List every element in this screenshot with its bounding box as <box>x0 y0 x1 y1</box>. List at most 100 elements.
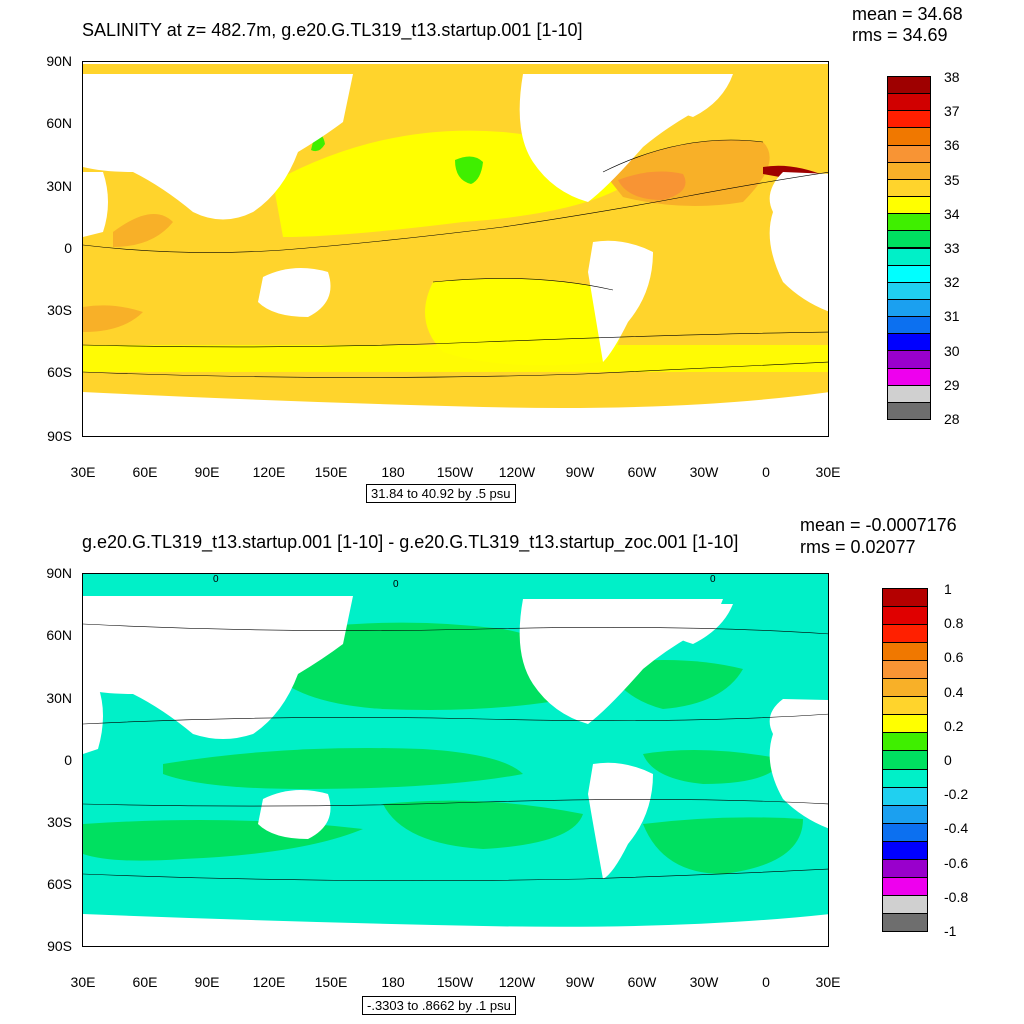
colorbar-tick-label: 38 <box>944 69 960 85</box>
colorbar-tick-label: 0 <box>944 752 952 768</box>
panel2-map-svg: 0 0 0 <box>83 574 828 946</box>
colorbar-swatch <box>882 768 928 788</box>
panel2-lat-label: 30N <box>46 690 72 706</box>
panel2-lon-label: 120W <box>498 974 536 990</box>
panel2-lon-label: 30E <box>70 974 96 990</box>
panel1-mean: mean = 34.68 <box>852 4 963 24</box>
colorbar-swatch <box>882 732 928 752</box>
panel1-lon-label: 180 <box>381 464 405 480</box>
colorbar-tick-label: 31 <box>944 308 960 325</box>
colorbar-swatch <box>882 840 928 860</box>
colorbar-swatch <box>882 912 928 932</box>
colorbar-swatch <box>882 804 928 824</box>
colorbar-swatch <box>887 281 931 300</box>
panel1-lon-label: 30W <box>689 464 719 480</box>
panel2-lon-label: 120E <box>252 974 286 990</box>
colorbar-swatch <box>887 127 931 146</box>
colorbar-tick-label: 36 <box>944 137 960 154</box>
colorbar-tick-label: 32 <box>944 274 960 291</box>
colorbar-swatch <box>882 588 928 608</box>
panel2-lon-label: 180 <box>381 974 405 990</box>
colorbar-swatch <box>882 750 928 770</box>
colorbar-swatch <box>887 110 931 129</box>
colorbar-swatch <box>887 264 931 283</box>
colorbar-swatch <box>882 858 928 878</box>
panel2-lat-label: 60N <box>46 627 72 643</box>
panel1-lat-label: 0 <box>64 240 72 256</box>
panel1-lon-label: 150W <box>436 464 474 480</box>
colorbar-swatch <box>882 678 928 698</box>
colorbar-swatch <box>887 384 931 403</box>
colorbar-tick-label: 0.4 <box>944 683 964 700</box>
colorbar-tick-label: 33 <box>944 240 960 256</box>
colorbar-swatch <box>882 624 928 644</box>
colorbar-swatch <box>882 894 928 914</box>
colorbar-tick-label: 37 <box>944 103 960 120</box>
panel1-lon-label: 30E <box>70 464 96 480</box>
panel2-lon-label: 0 <box>762 974 770 990</box>
panel1-lat-label: 60S <box>47 364 72 380</box>
panel1-rms: rms = 34.69 <box>852 25 948 45</box>
panel2-lon-label: 90W <box>565 974 595 990</box>
colorbar-swatch <box>887 333 931 352</box>
panel1-lon-label: 60E <box>132 464 158 480</box>
colorbar-tick-label: 0.2 <box>944 717 964 734</box>
colorbar-tick-label: 28 <box>944 411 960 427</box>
panel2-zero-label: 0 <box>393 579 399 590</box>
colorbar-swatch <box>882 822 928 842</box>
panel2-lat-label: 0 <box>64 752 72 768</box>
colorbar-tick-label: 1 <box>944 581 952 597</box>
panel1-contour-range: 31.84 to 40.92 by .5 psu <box>366 484 516 503</box>
colorbar-tick-label: 29 <box>944 376 960 393</box>
colorbar-tick-label: -0.8 <box>944 888 969 905</box>
colorbar-tick-label: 34 <box>944 205 960 222</box>
panel2-zero-label: 0 <box>213 574 219 585</box>
colorbar-swatch <box>887 196 931 215</box>
panel1-lat-label: 30N <box>46 178 72 194</box>
panel1-lat-label: 30S <box>47 302 72 318</box>
panel2-contour-range: -.3303 to .8662 by .1 psu <box>362 996 516 1015</box>
colorbar-swatch <box>882 660 928 680</box>
colorbar-swatch <box>887 401 931 420</box>
panel2-lat-label: 90S <box>47 938 72 954</box>
panel1-colorbar <box>887 76 931 420</box>
panel2-lon-label: 30W <box>689 974 719 990</box>
colorbar-swatch <box>887 76 931 95</box>
colorbar-swatch <box>882 606 928 626</box>
panel1-title: SALINITY at z= 482.7m, g.e20.G.TL319_t13… <box>82 20 583 40</box>
colorbar-swatch <box>887 93 931 112</box>
panel2-map: 0 0 0 <box>82 573 829 947</box>
colorbar-swatch <box>887 213 931 232</box>
colorbar-swatch <box>887 316 931 335</box>
panel1-lon-label: 150E <box>314 464 348 480</box>
colorbar-swatch <box>887 350 931 369</box>
panel2-rms: rms = 0.02077 <box>800 537 916 557</box>
colorbar-tick-label: -1 <box>944 923 957 939</box>
colorbar-swatch <box>887 178 931 198</box>
panel1-map-svg <box>83 64 828 436</box>
colorbar-swatch <box>882 714 928 734</box>
panel1-lat-label: 90S <box>47 428 72 444</box>
panel1-lon-label: 30E <box>815 464 841 480</box>
colorbar-swatch <box>887 161 931 180</box>
colorbar-swatch <box>887 367 931 386</box>
colorbar-swatch <box>882 696 928 716</box>
colorbar-tick-label: 0.8 <box>944 615 964 632</box>
colorbar-swatch <box>887 247 931 266</box>
colorbar-tick-label: 30 <box>944 342 960 359</box>
panel2-lon-label: 90E <box>194 974 220 990</box>
colorbar-tick-label: 0.6 <box>944 649 964 666</box>
panel2-lon-label: 60W <box>627 974 657 990</box>
panel1-map <box>82 61 829 437</box>
panel2-title: g.e20.G.TL319_t13.startup.001 [1-10] - g… <box>82 532 739 552</box>
panel2-lon-label: 60E <box>132 974 158 990</box>
colorbar-tick-label: 35 <box>944 171 960 188</box>
panel1-lat-label: 90N <box>46 53 72 69</box>
panel1-lon-label: 90E <box>194 464 220 480</box>
panel1-lon-label: 120W <box>498 464 536 480</box>
panel2-lat-label: 30S <box>47 814 72 830</box>
colorbar-tick-label: -0.4 <box>944 820 969 837</box>
panel1-lon-label: 90W <box>565 464 595 480</box>
colorbar-tick-label: -0.6 <box>944 854 969 871</box>
panel1-lon-label: 60W <box>627 464 657 480</box>
